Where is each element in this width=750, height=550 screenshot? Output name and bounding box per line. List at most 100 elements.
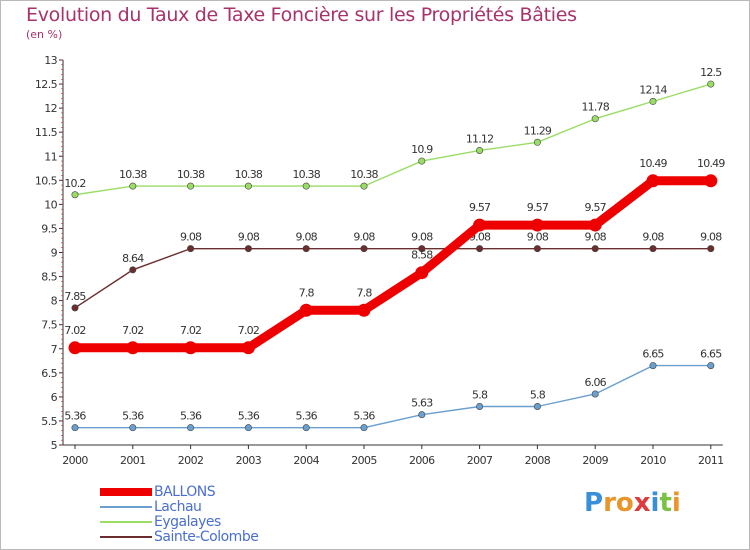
data-point-sainte-colombe [649,245,657,253]
x-tick-label: 2003 [236,454,262,467]
data-label-ballons: 7.02 [180,324,201,337]
data-point-sainte-colombe [71,304,79,312]
legend-label-lachau: Lachau [154,499,202,515]
data-point-lachau [187,424,195,432]
y-tick-label: 7 [51,343,58,356]
data-point-eygalayes [533,138,541,146]
series-layer: 5.36 5.36 5.36 5.36 5.36 5.36 5.63 5.8 5.8 6.06 6.… [64,66,726,432]
y-tick-label: 9.5 [41,222,57,235]
data-point-eygalayes [476,146,484,154]
data-point-lachau [476,402,484,410]
data-label-sainte-colombe: 7.85 [64,290,86,303]
data-point-ballons [415,266,429,280]
data-point-lachau [244,424,252,432]
x-tick-label: 2011 [698,454,724,467]
x-tick-label: 2000 [62,454,88,467]
data-label-lachau: 5.36 [238,410,260,423]
logo-letter: r [603,488,616,518]
series-line-eygalayes [74,83,712,196]
data-label-lachau: 5.36 [180,410,202,423]
data-point-lachau [649,362,657,370]
data-label-eygalayes: 12.5 [700,66,722,79]
y-tick-label: 8 [51,295,58,308]
data-point-sainte-colombe [187,245,195,253]
data-label-lachau: 5.63 [411,397,433,410]
data-label-eygalayes: 10.2 [64,177,85,190]
data-point-sainte-colombe [244,245,252,253]
data-label-lachau: 5.8 [530,389,546,402]
data-label-eygalayes: 11.12 [466,132,494,145]
data-label-ballons: 7.02 [238,324,259,337]
legend-swatch-eygalayes [100,521,152,523]
logo-letter: t [659,488,672,518]
data-label-eygalayes: 10.38 [119,168,147,181]
data-label-lachau: 5.36 [296,410,318,423]
legend-label-ballons: BALLONS [154,484,216,500]
data-label-ballons: 9.57 [585,201,607,214]
data-label-sainte-colombe: 9.08 [700,231,722,244]
legend-swatch-lachau [100,506,152,508]
data-point-eygalayes [244,182,252,190]
data-label-eygalayes: 10.38 [292,168,320,181]
data-label-ballons: 7.8 [299,286,315,299]
y-tick-label: 5 [51,439,58,452]
x-tick-label: 2010 [640,454,666,467]
data-point-eygalayes [707,80,715,88]
data-point-lachau [302,424,310,432]
series-sainte-colombe: 7.85 8.64 9.08 9.08 9.08 9.08 9.08 9.08 9.08 9.08… [64,231,723,312]
data-point-ballons [704,174,718,188]
x-tick-label: 2008 [525,454,551,467]
data-label-ballons: 7.8 [356,286,372,299]
data-point-eygalayes [649,97,657,105]
data-point-sainte-colombe [418,245,426,253]
data-label-sainte-colombe: 8.64 [122,252,144,265]
data-label-sainte-colombe: 9.08 [353,231,375,244]
proxiti-logo: Proxiti [584,488,681,518]
data-label-lachau: 5.36 [353,410,375,423]
data-point-lachau [418,411,426,419]
series-line-sainte-colombe [74,247,712,309]
data-label-eygalayes: 12.14 [639,83,667,96]
y-tick-label: 7.5 [41,319,57,332]
data-label-sainte-colombe: 9.08 [411,231,433,244]
data-point-ballons [646,174,660,188]
x-tick-label: 2009 [582,454,608,467]
data-point-eygalayes [360,182,368,190]
data-label-lachau: 6.06 [585,376,607,389]
logo-letter: x [633,488,651,518]
legend-label-eygalayes: Eygalayes [154,514,221,530]
y-tick-label: 11.5 [35,126,58,139]
logo-letter: o [615,488,634,518]
data-label-ballons: 7.02 [122,324,143,337]
data-label-ballons: 8.58 [411,249,433,262]
data-label-eygalayes: 11.29 [524,124,552,137]
data-point-eygalayes [302,182,310,190]
data-label-sainte-colombe: 9.08 [296,231,318,244]
x-tick-label: 2006 [409,454,435,467]
y-tick-label: 10 [44,198,57,211]
data-label-sainte-colombe: 9.08 [527,231,549,244]
data-label-sainte-colombe: 9.08 [180,231,202,244]
data-point-sainte-colombe [476,245,484,253]
series-ballons: 7.02 7.02 7.02 7.02 7.8 7.8 8.58 9.57 9.57 9.57 10… [64,157,726,355]
y-tick-label: 8.5 [41,271,57,284]
data-label-lachau: 6.65 [700,348,722,361]
data-point-lachau [707,362,715,370]
data-point-sainte-colombe [533,245,541,253]
data-point-sainte-colombe [360,245,368,253]
data-label-lachau: 6.65 [642,348,664,361]
data-label-sainte-colombe: 9.08 [642,231,664,244]
series-lachau: 5.36 5.36 5.36 5.36 5.36 5.36 5.63 5.8 5.8 6.06 6.… [64,348,723,432]
data-label-ballons: 10.49 [697,157,725,170]
data-label-eygalayes: 11.78 [581,101,609,114]
data-point-ballons [299,303,313,317]
logo-letter: i [671,488,681,518]
chart-title: Evolution du Taux de Taxe Foncière sur l… [26,4,577,26]
logo-letter: P [584,488,604,518]
series-eygalayes: 10.2 10.38 10.38 10.38 10.38 10.38 10.9 11.12 11… [64,66,723,199]
data-point-eygalayes [129,182,137,190]
x-tick-label: 2007 [467,454,493,467]
logo-letter: i [650,488,660,518]
data-point-ballons [184,341,198,355]
